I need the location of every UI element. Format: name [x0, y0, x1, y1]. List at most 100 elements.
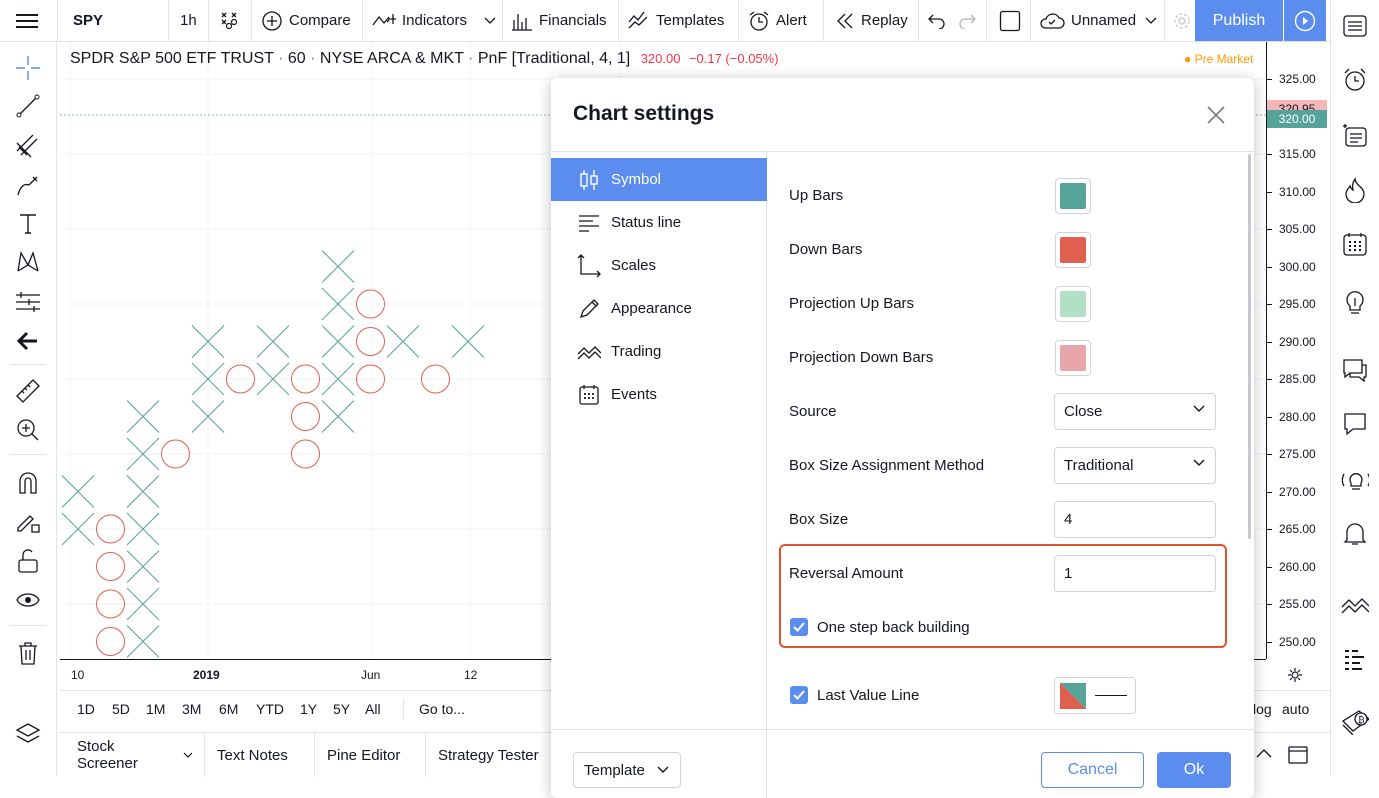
measure-tool[interactable]	[14, 377, 42, 405]
publish-button[interactable]: Publish	[1195, 0, 1283, 41]
menu-icon[interactable]	[16, 0, 38, 41]
indicators-button[interactable]: Indicators	[372, 0, 467, 41]
stay-in-drawing-tool[interactable]	[14, 508, 42, 536]
object-tree-button[interactable]	[14, 720, 42, 748]
data-window-button[interactable]	[1341, 122, 1369, 150]
cancel-button[interactable]: Cancel	[1041, 752, 1144, 788]
layout-button[interactable]: Unnamed	[1039, 0, 1136, 41]
up-bars-color-picker[interactable]	[1055, 178, 1091, 214]
templates-button[interactable]: Templates	[628, 0, 724, 41]
replay-button[interactable]: Replay	[835, 0, 908, 41]
chart-type-button[interactable]	[220, 0, 240, 41]
highlight-box	[779, 544, 1227, 648]
settings-gear-icon[interactable]	[1287, 667, 1303, 683]
tab-text-notes[interactable]: Text Notes	[205, 733, 315, 777]
goto-button[interactable]: Go to...	[419, 701, 465, 717]
range-3m[interactable]: 3M	[182, 701, 202, 717]
range-5y[interactable]: 5Y	[333, 701, 351, 717]
nav-appearance[interactable]: Appearance	[551, 287, 767, 330]
zoom-tool[interactable]	[14, 416, 42, 444]
streams-button[interactable]	[1341, 466, 1369, 494]
calendar-button[interactable]	[1341, 230, 1369, 258]
log-toggle[interactable]: log	[1253, 701, 1272, 717]
nav-status-line[interactable]: Status line	[551, 201, 767, 244]
text-tool[interactable]	[14, 210, 42, 238]
nav-scales[interactable]: Scales	[551, 244, 767, 287]
range-1m[interactable]: 1M	[146, 701, 166, 717]
maximize-panel-icon[interactable]	[1288, 746, 1308, 764]
tab-pine-editor[interactable]: Pine Editor	[315, 733, 426, 777]
price-label: 275.00	[1279, 447, 1316, 461]
prediction-tool[interactable]	[14, 288, 42, 316]
fullscreen-button[interactable]	[999, 0, 1021, 41]
ideas-button[interactable]	[1341, 288, 1369, 316]
compare-button[interactable]: Compare	[261, 0, 351, 41]
price-axis[interactable]: 325.00 315.00 310.00 305.00 300.00 295.00 290.…	[1266, 42, 1330, 659]
scrollbar[interactable]	[1248, 154, 1251, 539]
hotlists-button[interactable]	[1341, 176, 1369, 204]
nav-symbol[interactable]: Symbol	[551, 158, 767, 201]
lock-drawings-tool[interactable]	[14, 547, 42, 575]
close-icon[interactable]	[1205, 104, 1227, 126]
chevron-up-icon[interactable]	[1256, 748, 1272, 758]
ok-button[interactable]: Ok	[1157, 752, 1231, 788]
projection-down-color-picker[interactable]	[1055, 340, 1091, 376]
pnf-o-box	[161, 439, 190, 469]
range-all[interactable]: All	[365, 701, 381, 717]
watchlist-button[interactable]	[1341, 12, 1369, 40]
pnf-x-box	[126, 400, 160, 433]
range-ytd[interactable]: YTD	[256, 701, 284, 717]
crosshair-tool[interactable]	[14, 54, 42, 82]
indicators-dropdown[interactable]	[484, 0, 496, 41]
time-label: 2019	[193, 668, 220, 682]
dom-button[interactable]	[1341, 646, 1369, 674]
range-1d[interactable]: 1D	[77, 701, 95, 717]
trading-panel-button[interactable]	[1341, 590, 1369, 618]
notifications-button[interactable]	[1341, 520, 1369, 548]
pnf-x-box	[256, 325, 290, 358]
alert-button[interactable]: Alert	[748, 0, 807, 41]
hide-drawings-tool[interactable]	[14, 586, 42, 614]
trend-line-tool[interactable]	[14, 92, 42, 120]
tab-stock-screener[interactable]: Stock Screener	[65, 733, 205, 777]
box-size-input[interactable]: 4	[1054, 501, 1216, 538]
box-size-method-select[interactable]: Traditional	[1054, 447, 1216, 484]
public-chat-button[interactable]	[1341, 410, 1369, 438]
down-bars-color-picker[interactable]	[1055, 232, 1091, 268]
projection-up-color-picker[interactable]	[1055, 286, 1091, 322]
last-value-line-checkbox[interactable]	[790, 686, 808, 704]
magnet-tool[interactable]	[14, 469, 42, 497]
range-5d[interactable]: 5D	[112, 701, 130, 717]
nav-events[interactable]: Events	[551, 373, 767, 416]
interval-button[interactable]: 1h	[180, 12, 197, 29]
symbol-search-button[interactable]: SPY	[73, 12, 104, 29]
template-dropdown[interactable]: Template	[573, 752, 681, 788]
last-value-line-style-picker[interactable]	[1054, 677, 1136, 714]
nav-trading[interactable]: Trading	[551, 330, 767, 373]
fib-tool[interactable]	[14, 132, 42, 160]
settings-button[interactable]	[1172, 0, 1192, 41]
cloud-icon	[1040, 12, 1065, 29]
square-icon	[999, 10, 1021, 31]
crypto-button[interactable]: ₿	[1341, 708, 1369, 736]
pattern-tool[interactable]	[14, 248, 42, 276]
alerts-button[interactable]	[1341, 66, 1369, 94]
pitchfork-icon	[16, 134, 38, 158]
range-1y[interactable]: 1Y	[300, 701, 318, 717]
publish-options-button[interactable]	[1284, 0, 1326, 41]
chats-button[interactable]	[1341, 356, 1369, 384]
reversal-amount-input[interactable]: 1	[1054, 555, 1216, 592]
remove-drawings-tool[interactable]	[14, 639, 42, 667]
auto-toggle[interactable]: auto	[1282, 701, 1310, 717]
tab-strategy-tester[interactable]: Strategy Tester	[426, 733, 556, 777]
hide-toolbar-button[interactable]	[14, 327, 42, 355]
brush-tool[interactable]	[14, 172, 42, 200]
financials-button[interactable]: Financials	[511, 0, 607, 41]
dialog-title: Chart settings	[573, 102, 715, 125]
layout-dropdown[interactable]	[1145, 0, 1157, 41]
redo-button[interactable]	[958, 0, 976, 41]
one-step-back-checkbox[interactable]	[790, 618, 808, 636]
range-6m[interactable]: 6M	[219, 701, 239, 717]
undo-button[interactable]	[928, 0, 946, 41]
source-select[interactable]: Close	[1054, 393, 1216, 430]
